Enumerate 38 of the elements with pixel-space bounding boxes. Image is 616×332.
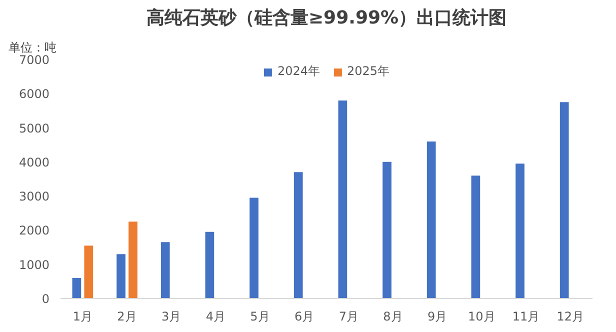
y-tick-label: 5000 <box>18 121 50 136</box>
legend-label: 2025年 <box>347 63 390 80</box>
y-tick-label: 4000 <box>18 155 50 170</box>
x-tick-label: 8月 <box>383 310 403 324</box>
bar <box>84 246 94 298</box>
y-tick-label: 0 <box>42 292 50 306</box>
bar <box>72 278 82 298</box>
bar <box>426 141 436 298</box>
y-tick-label: 2000 <box>18 224 50 238</box>
text: 单位：吨 <box>8 40 56 54</box>
x-tick-label: 5月 <box>250 310 270 324</box>
bar <box>338 100 348 298</box>
chart-title: 高纯石英砂（硅含量≥99.99%）出口统计图 <box>146 8 507 28</box>
x-tick-label: 9月 <box>428 310 448 324</box>
bar <box>128 222 138 298</box>
bar <box>560 102 569 298</box>
x-tick-label: 7月 <box>338 310 358 324</box>
x-tick-label: 6月 <box>294 310 314 324</box>
y-tick-label: 7000 <box>18 53 50 67</box>
bar <box>382 162 392 298</box>
y-tick-label: 3000 <box>18 190 50 204</box>
x-tick-label: 10月 <box>468 310 496 324</box>
bar <box>516 164 524 298</box>
y-tick-label: 1000 <box>18 258 50 272</box>
bar <box>250 198 258 298</box>
bar <box>294 172 303 298</box>
bar <box>160 242 170 298</box>
x-tick-label: 1月 <box>72 310 92 324</box>
x-tick-label: 4月 <box>206 310 226 324</box>
bar <box>471 176 480 298</box>
x-tick-label: 12月 <box>556 310 584 324</box>
y-tick-label: 6000 <box>18 87 50 102</box>
bar <box>205 232 214 298</box>
bar <box>116 254 126 298</box>
legend-label: 2024年 <box>277 63 320 80</box>
x-tick-label: 3月 <box>162 310 182 324</box>
x-tick-label: 11月 <box>512 310 540 324</box>
x-tick-label: 2月 <box>117 310 137 324</box>
